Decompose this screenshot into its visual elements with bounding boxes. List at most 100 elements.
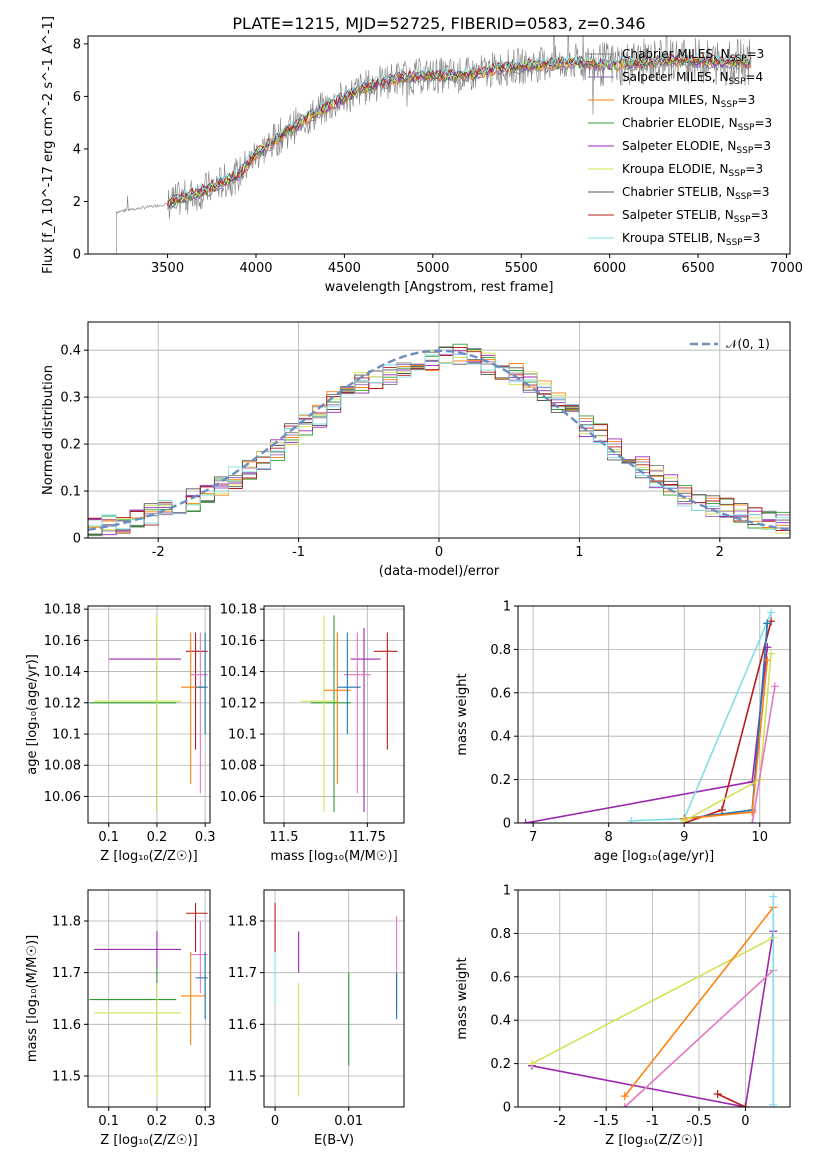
tick-label-x: 5500 xyxy=(505,261,538,276)
weight-marker xyxy=(767,608,776,617)
legend-label: Kroupa STELIB, NSSP=3 xyxy=(622,231,760,248)
tick-label-x: 0.3 xyxy=(195,1114,216,1129)
tick-label-x: 0.1 xyxy=(98,830,119,845)
plot-area xyxy=(527,892,778,1107)
tick-label-y: 11.5 xyxy=(52,1070,81,1085)
y-axis-label: Normed distribution xyxy=(41,365,56,495)
data-point xyxy=(94,615,182,813)
tick-label-y: 0.8 xyxy=(490,927,511,942)
weight-series xyxy=(624,906,774,1097)
weight-marker xyxy=(769,892,778,901)
x-axis-label: age [log₁₀(age/yr)] xyxy=(594,849,715,864)
tick-label-y: 0 xyxy=(73,532,81,547)
data-point xyxy=(350,627,381,813)
y-axis-label: mass weight xyxy=(455,673,470,755)
legend-label: Chabrier ELODIE, NSSP=3 xyxy=(622,116,772,133)
tick-label-y: 11.8 xyxy=(52,915,81,930)
tick-label-x: 7000 xyxy=(770,261,803,276)
plot-area xyxy=(88,343,790,537)
data-point xyxy=(89,967,177,1076)
tick-label-x: -1.5 xyxy=(594,1114,619,1129)
tick-label-y: 0.3 xyxy=(60,391,81,406)
histogram-series xyxy=(88,347,790,535)
weight-series xyxy=(624,969,774,1107)
tick-label-y: 11.5 xyxy=(228,1070,257,1085)
data-point xyxy=(94,983,182,1097)
tick-label-x: 0.2 xyxy=(147,830,168,845)
axes-frame xyxy=(87,605,211,824)
legend-label: Chabrier STELIB, NSSP=3 xyxy=(622,185,770,202)
tick-label-y: 0.2 xyxy=(490,1057,511,1072)
tick-label-x: -1 xyxy=(646,1114,659,1129)
weight-series xyxy=(631,612,772,822)
weight-marker xyxy=(620,1092,629,1101)
data-point xyxy=(195,632,208,735)
y-axis-label: Flux [f_λ 10^-17 erg cm^-2 s^-1 A^-1] xyxy=(41,16,56,274)
weight-marker xyxy=(627,816,636,823)
tick-label-y: 0 xyxy=(503,1101,511,1116)
weight-series xyxy=(751,686,776,823)
x-axis-label: E(B-V) xyxy=(314,1133,354,1148)
tick-label-x: 5000 xyxy=(416,261,449,276)
tick-label-y: 11.6 xyxy=(228,1018,257,1033)
tick-label-y: 11.7 xyxy=(52,966,81,981)
panel-residuals: -2 -1 0 1 2 0 0.1 0.2 0.3 0.4 (data-model)/error No… xyxy=(41,321,791,579)
weight-marker xyxy=(763,619,772,628)
tick-label-x: 8 xyxy=(605,830,613,845)
tick-label-x: -2 xyxy=(553,1114,566,1129)
panel-age_vs_Z: 0.1 0.2 0.3 10.06 10.08 10.1 10.12 10.14 10.16 10… xyxy=(25,603,216,864)
axes-frame xyxy=(517,889,791,1108)
tick-label-y: 0.2 xyxy=(490,773,511,788)
axes-frame xyxy=(87,35,791,255)
data-point xyxy=(89,615,177,813)
weight-marker xyxy=(767,649,776,658)
tick-label-y: 10.14 xyxy=(44,665,81,680)
tick-label-y: 10.1 xyxy=(52,728,81,743)
weight-marker xyxy=(521,819,530,823)
data-point xyxy=(185,632,208,750)
tick-label-y: 11.6 xyxy=(52,1018,81,1033)
data-point xyxy=(337,632,361,735)
x-axis-label: Z [log₁₀(Z/Z☉)] xyxy=(100,849,197,864)
panel-age_vs_mass: 11.5 11.75 10.06 10.08 10.1 10.12 10.14 10.16 10… xyxy=(220,603,405,864)
tick-label-x: -1 xyxy=(292,545,305,560)
legend-label: Salpeter MILES, NSSP=4 xyxy=(622,70,763,87)
tick-label-y: 0.4 xyxy=(490,730,511,745)
legend-label: Chabrier MILES, NSSP=3 xyxy=(622,47,764,64)
tick-label-y: 11.8 xyxy=(228,915,257,930)
tick-label-x: 0.1 xyxy=(98,1114,119,1129)
weight-series xyxy=(525,647,769,823)
weight-marker xyxy=(680,816,689,823)
axes-frame xyxy=(263,889,405,1108)
panel-mass_vs_ebv: 0 0.01 11.5 11.6 11.7 11.8 E(B-V) xyxy=(228,889,405,1148)
panel-weight_vs_age: 7 8 9 10 0 0.2 0.4 0.6 0.8 1 age [log₁₀(age/yr)] ma… xyxy=(455,600,791,864)
panel-weight_vs_Z: -2 -1.5 -1 -0.5 0 0 0.2 0.4 0.6 0.8 1 Z [log₁₀(Z/Z☉… xyxy=(455,884,791,1148)
legend-label: Kroupa MILES, NSSP=3 xyxy=(622,93,755,110)
weight-marker xyxy=(770,682,779,691)
data-point xyxy=(344,632,371,794)
x-axis-label: wavelength [Angstrom, rest frame] xyxy=(325,280,554,295)
legend-label: Salpeter ELODIE, NSSP=3 xyxy=(622,139,771,156)
tick-label-x: 0.01 xyxy=(334,1114,363,1129)
tick-label-y: 8 xyxy=(73,37,81,52)
tick-label-y: 0.4 xyxy=(60,344,81,359)
data-point xyxy=(185,902,208,952)
tick-label-y: 10.12 xyxy=(220,696,257,711)
weight-marker xyxy=(769,1100,778,1107)
tick-label-y: 10.18 xyxy=(44,603,81,618)
tick-label-x: -2 xyxy=(152,545,165,560)
tick-label-x: 6000 xyxy=(593,261,626,276)
panel-mass_vs_Z: 0.1 0.2 0.3 11.5 11.6 11.7 11.8 Z [log₁₀(Z/Z☉)]… xyxy=(25,889,216,1148)
weight-marker xyxy=(713,1089,722,1098)
y-axis-label: mass weight xyxy=(455,957,470,1039)
weight-marker xyxy=(741,1103,750,1107)
legend-label: Kroupa ELODIE, NSSP=3 xyxy=(622,162,763,179)
data-point xyxy=(324,632,351,784)
tick-label-x: 0.3 xyxy=(195,830,216,845)
y-axis-label: mass [log₁₀(M/M☉)] xyxy=(25,935,40,1062)
plot-area xyxy=(89,615,208,813)
tick-label-x: 1 xyxy=(575,545,583,560)
data-point xyxy=(108,627,182,813)
tick-label-y: 2 xyxy=(73,195,81,210)
x-axis-label: mass [log₁₀(M/M☉)] xyxy=(270,849,397,864)
